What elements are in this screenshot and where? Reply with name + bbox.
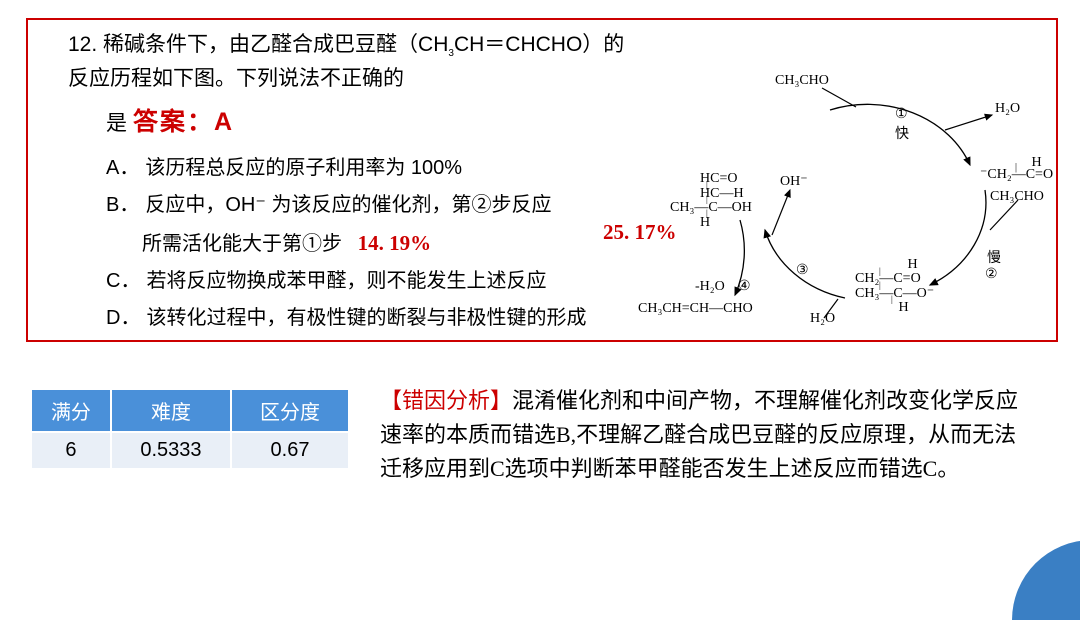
diag-h2o-bottom: H₂O xyxy=(810,312,835,327)
stats-header-difficulty: 难度 xyxy=(111,389,231,432)
diag-fast: 快 xyxy=(895,126,909,141)
diag-ch3cho-top: CH₃CHO xyxy=(775,74,829,89)
option-b-line1: B． 反应中，OH⁻ 为该反应的催化剂，第②步反应 xyxy=(106,189,636,222)
stats-difficulty: 0.5333 xyxy=(111,432,231,469)
diag-bottom-intermediate: H CH₂—C=O| CH₃—C—O⁻| H| xyxy=(855,258,934,315)
stem-line2-prefix: 是 xyxy=(106,107,127,141)
option-b-text1: 反应中，OH⁻ 为该反应的催化剂，第②步反应 xyxy=(145,194,551,216)
stats-header-fullmark: 满分 xyxy=(31,389,111,432)
reaction-diagram: CH₃CHO H₂O ① 快 OH⁻ H ⁻CH₂—C=O | CH₃CHO 慢… xyxy=(620,80,1040,330)
option-b-percent: 14. 19% xyxy=(358,231,432,255)
option-c: C． 若将反应物换成苯甲醛，则不能发生上述反应 xyxy=(106,265,636,298)
diag-minus-h2o: -H₂O xyxy=(695,280,725,295)
diag-step4: ④ xyxy=(738,280,751,295)
stats-header-discrimination: 区分度 xyxy=(231,389,349,432)
stats-table: 满分 难度 区分度 6 0.5333 0.67 xyxy=(30,388,350,470)
option-a-text: 该历程总反应的原子利用率为 100% xyxy=(145,157,462,179)
diag-oh: OH⁻ xyxy=(780,175,808,190)
diag-enolate: H ⁻CH₂—C=O | xyxy=(980,156,1053,182)
question-number: 12. xyxy=(68,33,97,56)
diag-h2o-top: H₂O xyxy=(995,102,1020,117)
question-content: 12. 稀碱条件下，由乙醛合成巴豆醛（CH3CH＝CHCHO）的反应历程如下图。… xyxy=(68,28,636,339)
option-d-text: 该转化过程中，有极性键的断裂与非极性键的形成 xyxy=(146,307,586,329)
error-analysis: 【错因分析】混淆催化剂和中间产物，不理解催化剂改变化学反应速率的本质而错选B,不… xyxy=(380,384,1020,486)
option-b-text2: 所需活化能大于第①步 xyxy=(142,233,342,255)
option-b-line2: 所需活化能大于第①步 14. 19% xyxy=(142,226,636,261)
stats-discrimination: 0.67 xyxy=(231,432,349,469)
diag-step2: ② xyxy=(985,268,998,283)
diag-product: CH₃CH=CH—CHO xyxy=(638,302,753,317)
question-stem-line1: 12. 稀碱条件下，由乙醛合成巴豆醛（CH3CH＝CHCHO）的反应历程如下图。… xyxy=(68,28,636,96)
stem-text-1: 稀碱条件下，由乙醛合成巴豆醛（CH xyxy=(103,33,448,56)
stats-header-row: 满分 难度 区分度 xyxy=(31,389,349,432)
answer-label: 答案：A xyxy=(133,102,234,142)
option-c-text: 若将反应物换成苯甲醛，则不能发生上述反应 xyxy=(146,270,546,292)
diag-slow: 慢 xyxy=(987,250,1001,265)
diag-step3: ③ xyxy=(796,264,809,279)
diag-left-intermediate: HC=O HC—H| CH₃—C—OH| H| xyxy=(670,172,752,231)
stats-fullmark: 6 xyxy=(31,432,111,469)
option-a-letter: A． xyxy=(106,157,139,179)
stats-data-row: 6 0.5333 0.67 xyxy=(31,432,349,469)
option-b-letter: B． xyxy=(106,194,139,216)
option-a: A． 该历程总反应的原子利用率为 100% xyxy=(106,152,636,185)
corner-decoration xyxy=(1012,540,1080,620)
question-box: 12. 稀碱条件下，由乙醛合成巴豆醛（CH3CH＝CHCHO）的反应历程如下图。… xyxy=(26,18,1058,342)
option-c-letter: C． xyxy=(106,270,140,292)
diag-step1: ① xyxy=(895,108,908,123)
analysis-title: 【错因分析】 xyxy=(380,388,512,413)
option-d: D． 该转化过程中，有极性键的断裂与非极性键的形成 xyxy=(106,302,636,335)
diag-ch3cho-right: CH₃CHO xyxy=(990,190,1044,205)
option-d-letter: D． xyxy=(106,307,140,329)
question-stem-line2: 是 答案：A xyxy=(68,102,636,142)
